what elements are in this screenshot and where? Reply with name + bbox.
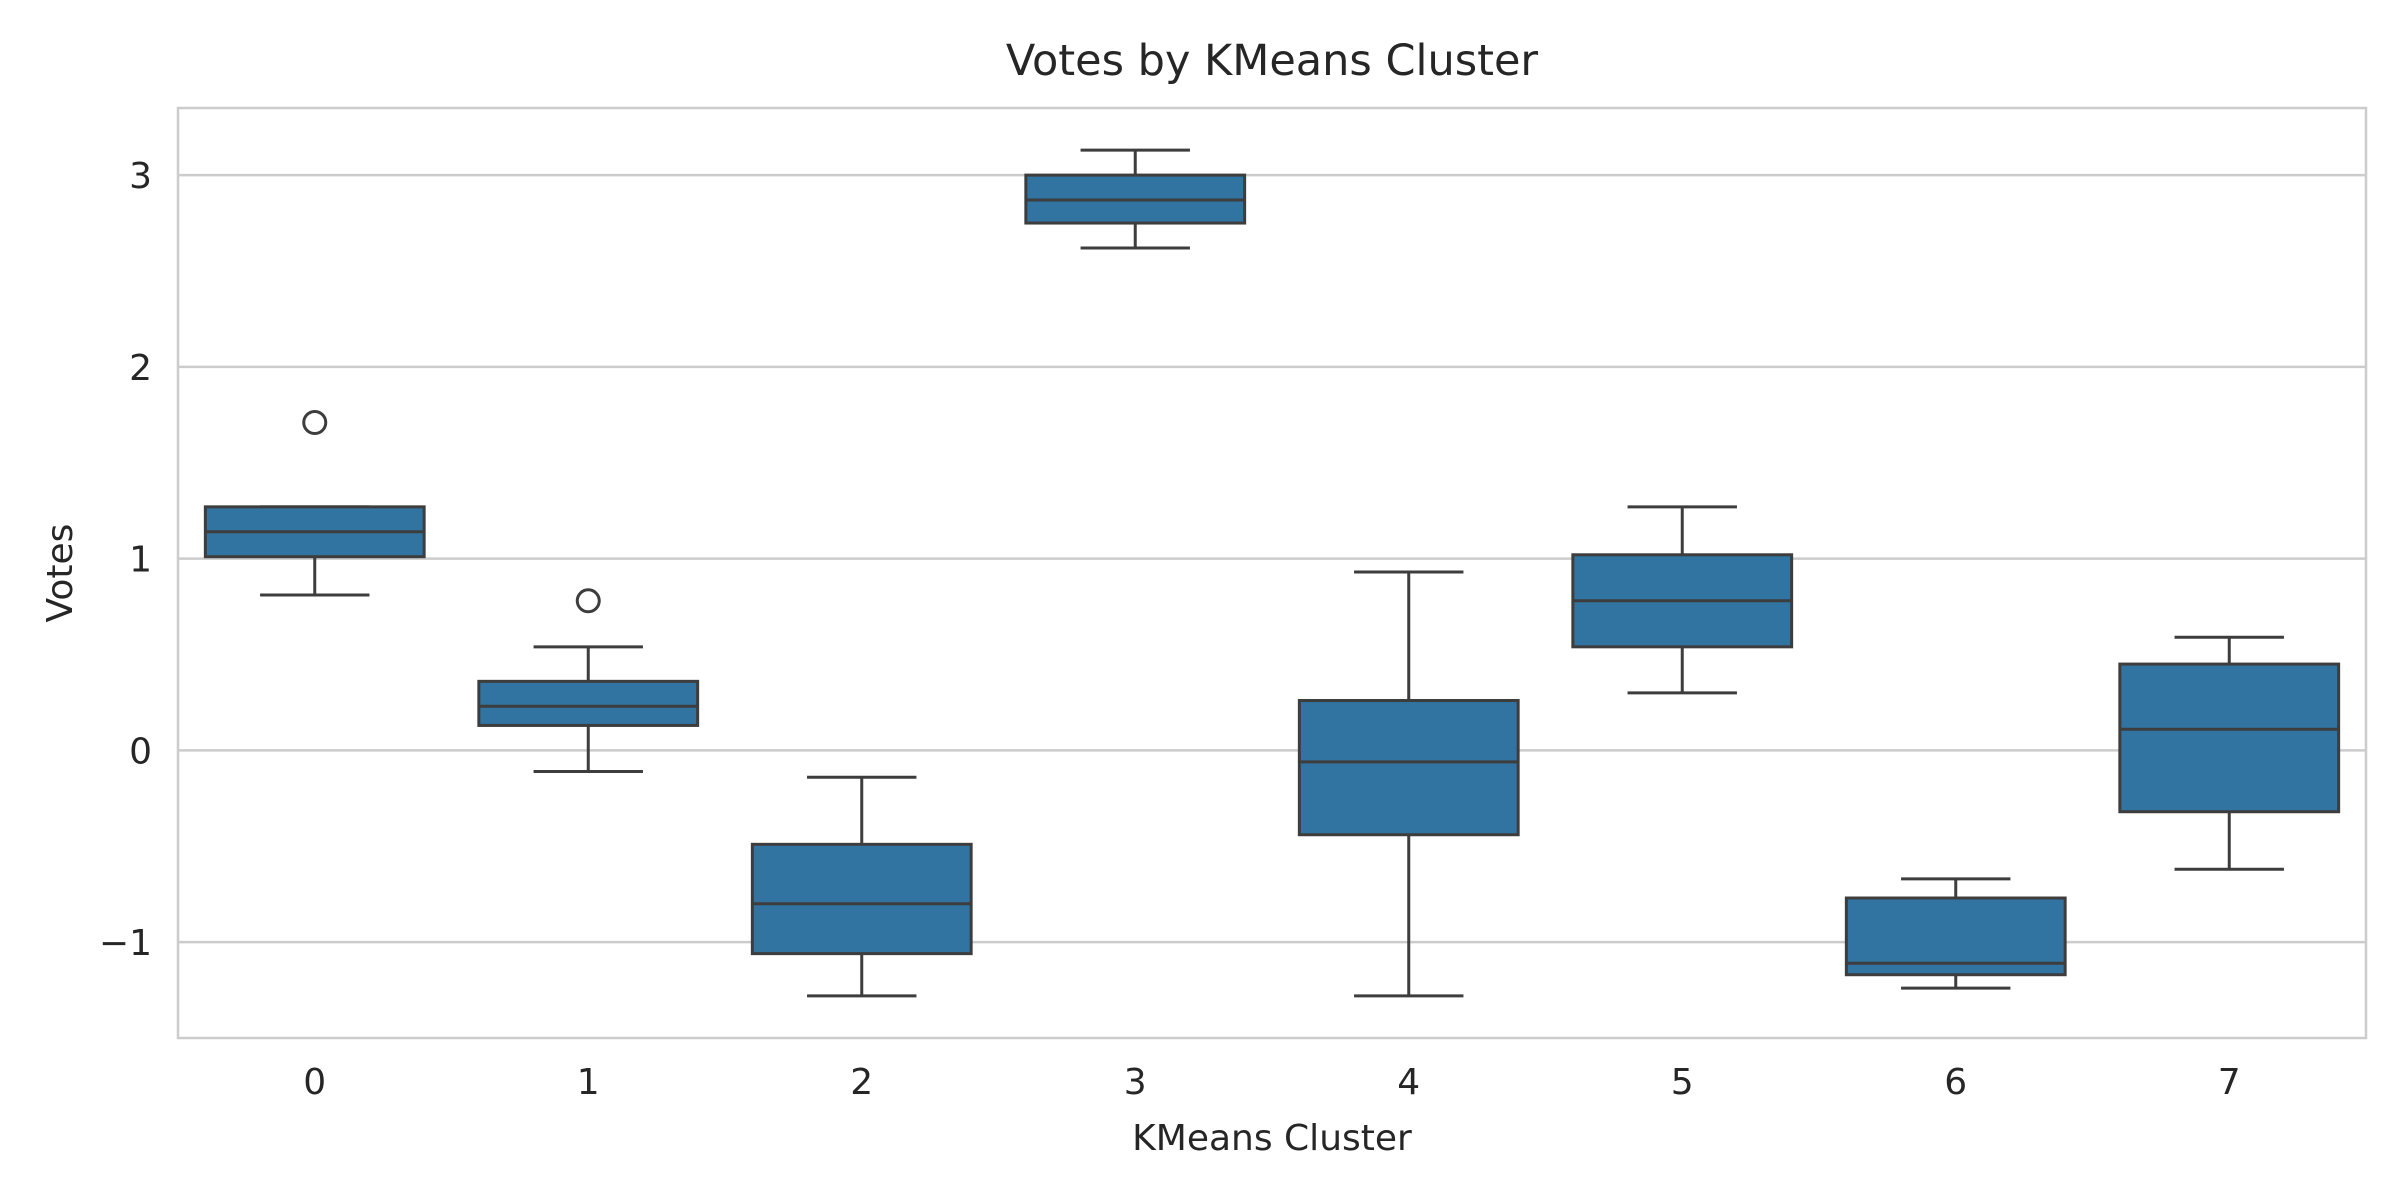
outlier-point	[302, 409, 328, 435]
box-iqr	[1297, 699, 1520, 837]
x-tick-labels: 0 1 2 3 4 5 6 7	[303, 1062, 2240, 1103]
y-axis-label: Votes	[40, 524, 81, 623]
box-iqr	[2118, 662, 2341, 814]
y-tick-label: 3	[129, 156, 152, 197]
x-tick-label: 6	[1944, 1062, 1967, 1103]
x-tick-label: 5	[1671, 1062, 1694, 1103]
box-iqr	[750, 842, 973, 956]
y-tick-label: 0	[129, 731, 152, 772]
box-group	[2118, 635, 2341, 871]
chart-title: Votes by KMeans Cluster	[1006, 36, 1539, 86]
x-tick-label: 7	[2218, 1062, 2241, 1103]
box-group	[1571, 505, 1794, 695]
y-tick-label: −1	[99, 923, 152, 964]
box-group	[1297, 570, 1520, 998]
boxes-layer	[203, 148, 2341, 998]
outlier-point	[575, 588, 601, 614]
x-tick-label: 3	[1124, 1062, 1147, 1103]
box-group	[1844, 877, 2067, 990]
y-tick-label: 2	[129, 348, 152, 389]
box-group	[1024, 148, 1247, 250]
x-tick-label: 2	[850, 1062, 873, 1103]
x-tick-label: 0	[303, 1062, 326, 1103]
box-group	[203, 409, 426, 597]
x-axis-label: KMeans Cluster	[1132, 1118, 1412, 1159]
box-iqr	[477, 679, 700, 727]
box-group	[477, 588, 700, 773]
y-tick-label: 1	[129, 540, 152, 581]
box-group	[750, 775, 973, 998]
gridlines	[178, 173, 2366, 944]
x-tick-label: 1	[577, 1062, 600, 1103]
x-tick-label: 4	[1397, 1062, 1420, 1103]
y-tick-labels: −1 0 1 2 3	[99, 156, 152, 964]
plot-frame	[176, 106, 2368, 1040]
